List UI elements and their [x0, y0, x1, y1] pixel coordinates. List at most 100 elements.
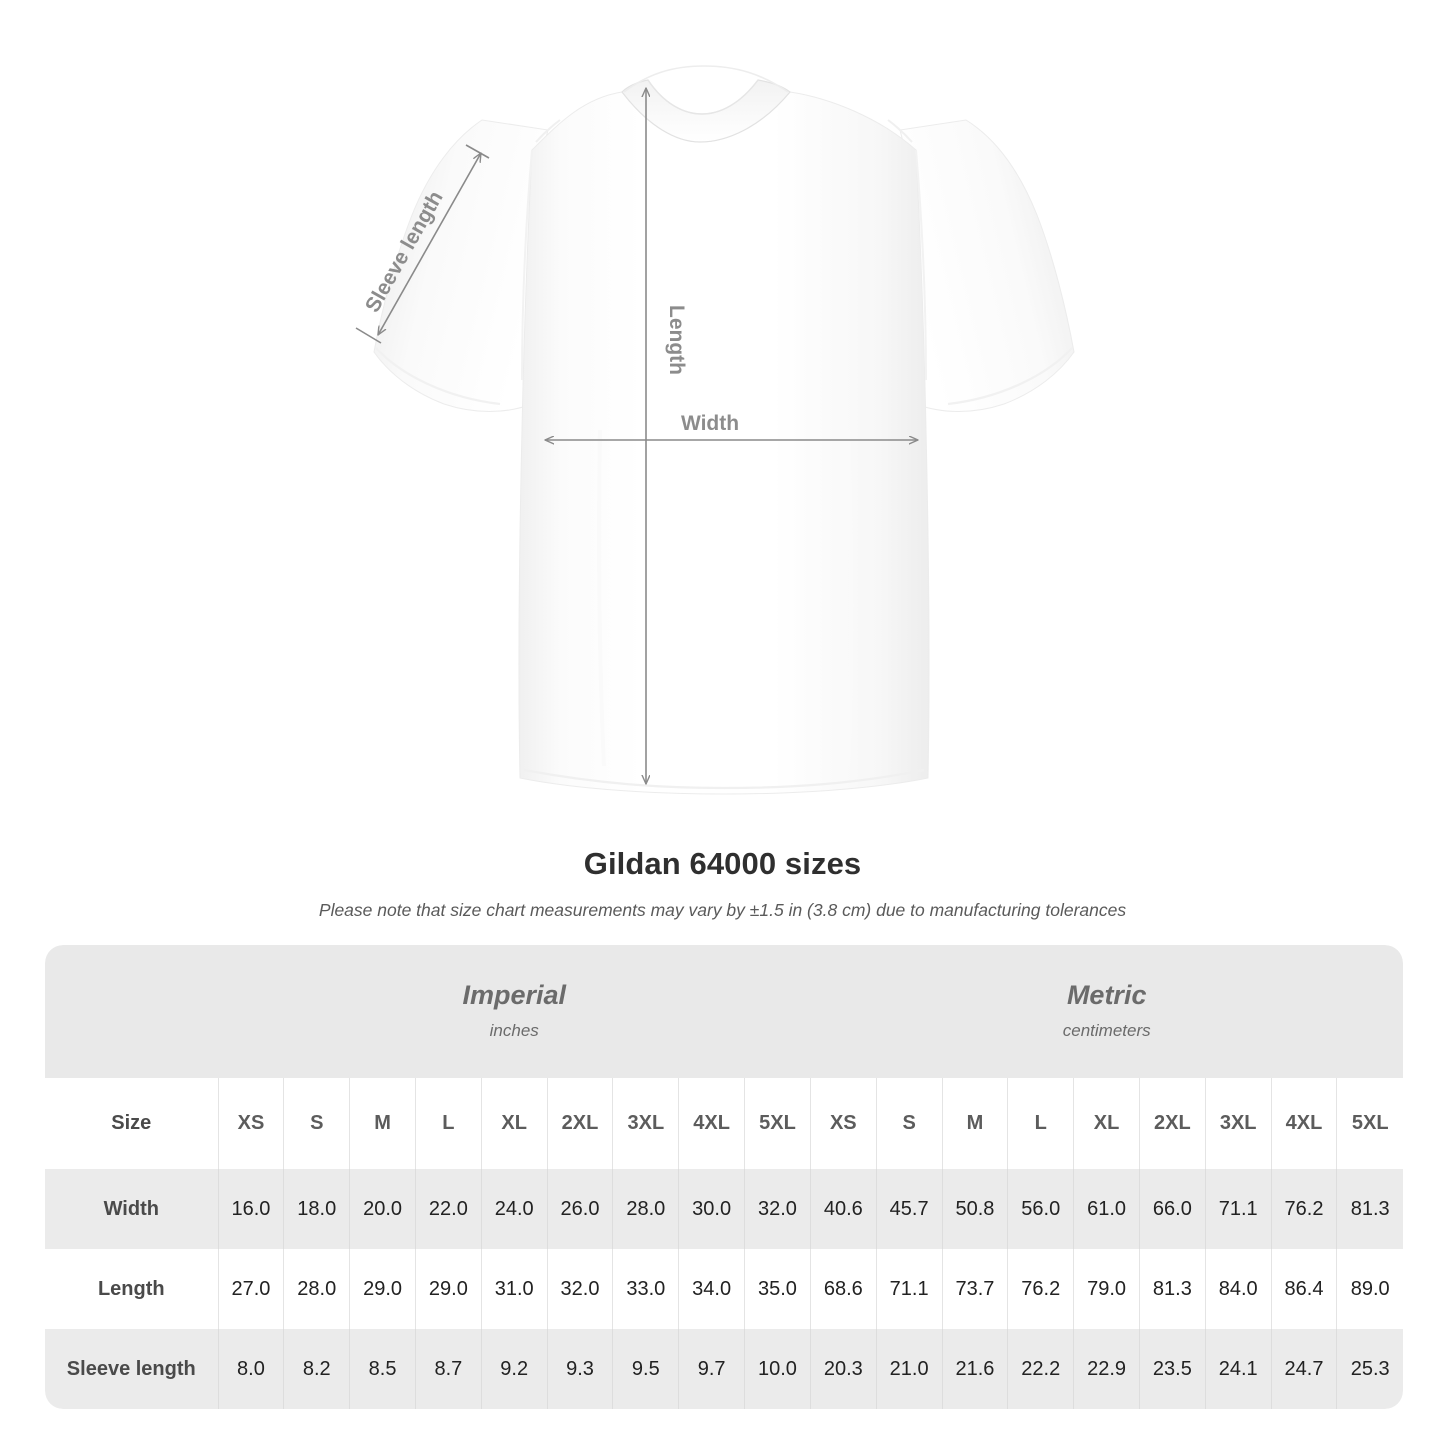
table-cell: 61.0: [1073, 1169, 1140, 1249]
table-cell: 34.0: [678, 1249, 745, 1329]
table-cell: 81.3: [1138, 1249, 1206, 1329]
unit-group-imperial-name: Imperial: [462, 979, 566, 1010]
hem-line: [523, 768, 925, 790]
table-cell: 28.0: [283, 1249, 350, 1329]
right-shoulder-seam: [887, 119, 913, 143]
table-cell: 9.3: [546, 1329, 613, 1409]
table-cell: 81.3: [1336, 1169, 1403, 1249]
table-cell: 9.7: [678, 1329, 745, 1409]
table-cell: 20.3: [809, 1329, 877, 1409]
table-cell: 79.0: [1073, 1249, 1140, 1329]
table-cell: 73.7: [941, 1249, 1008, 1329]
length-label: Length: [665, 305, 688, 375]
right-sleeve-hem: [947, 347, 1073, 406]
size-header-cell: 4XL: [1270, 1078, 1337, 1169]
unit-banner-row: Imperial inches Metric centimeters: [45, 945, 1403, 1078]
table-cell: 25.3: [1336, 1329, 1403, 1409]
table-cell: 35.0: [744, 1249, 811, 1329]
size-header-cell: XS: [217, 1078, 284, 1169]
size-header-cell: S: [283, 1078, 350, 1169]
size-header-cell: 3XL: [1204, 1078, 1272, 1169]
fold-hint-2: [846, 429, 853, 767]
unit-group-imperial-sub: inches: [489, 1020, 539, 1040]
row-label: Sleeve length: [45, 1329, 219, 1409]
size-chart-table: Imperial inches Metric centimeters Size …: [45, 945, 1403, 1409]
table-cell: 24.7: [1270, 1329, 1337, 1409]
table-cell: 56.0: [1007, 1169, 1074, 1249]
table-cell: 26.0: [546, 1169, 613, 1249]
size-header-cell: M: [349, 1078, 416, 1169]
table-cell: 21.0: [875, 1329, 943, 1409]
table-cell: 18.0: [283, 1169, 350, 1249]
size-header-cell: M: [941, 1078, 1008, 1169]
tshirt-diagram: Length Width Sleeve length: [355, 65, 1075, 795]
size-header-cell: 5XL: [1336, 1078, 1403, 1169]
size-header-cell: 2XL: [546, 1078, 613, 1169]
unit-group-metric: Metric centimeters: [810, 945, 1403, 1078]
collar-inner-line: [647, 79, 759, 115]
table-row: Length 27.0 28.0 29.0 29.0 31.0 32.0 33.…: [45, 1249, 1403, 1329]
row-label: Width: [45, 1169, 219, 1249]
measurement-tolerance-note: Please note that size chart measurements…: [318, 900, 1127, 920]
table-cell: 29.0: [349, 1249, 416, 1329]
table-cell: 84.0: [1204, 1249, 1272, 1329]
back-collar-top: [623, 65, 789, 93]
table-cell: 86.4: [1270, 1249, 1337, 1329]
table-cell: 33.0: [612, 1249, 679, 1329]
width-label: Width: [681, 412, 739, 435]
table-cell: 8.0: [217, 1329, 284, 1409]
size-chart-table-wrapper: Imperial inches Metric centimeters Size …: [45, 945, 1403, 1409]
unit-group-metric-name: Metric: [1066, 979, 1147, 1010]
table-cell: 23.5: [1138, 1329, 1206, 1409]
fold-hint-1: [597, 429, 606, 767]
table-cell: 22.9: [1073, 1329, 1140, 1409]
table-cell: 9.2: [480, 1329, 548, 1409]
size-header-row: Size XS S M L XL 2XL 3XL 4XL 5XL XS S M …: [45, 1078, 1403, 1169]
chart-header: Gildan 64000 sizes Please note that size…: [0, 845, 1445, 921]
table-cell: 16.0: [217, 1169, 284, 1249]
size-header-cell: L: [1007, 1078, 1074, 1169]
table-cell: 71.1: [875, 1249, 943, 1329]
table-cell: 22.2: [1007, 1329, 1074, 1409]
table-cell: 50.8: [941, 1169, 1008, 1249]
sleeve-arrow: [378, 153, 481, 335]
table-cell: 8.5: [349, 1329, 416, 1409]
size-header-label: Size: [45, 1078, 219, 1169]
table-cell: 9.5: [612, 1329, 679, 1409]
table-row: Width 16.0 18.0 20.0 22.0 24.0 26.0 28.0…: [45, 1169, 1403, 1249]
table-cell: 76.2: [1270, 1169, 1337, 1249]
table-cell: 24.0: [480, 1169, 548, 1249]
shirt-body: [518, 91, 930, 795]
table-cell: 24.1: [1204, 1329, 1272, 1409]
left-shoulder-seam: [535, 119, 561, 143]
unit-group-metric-sub: centimeters: [1062, 1020, 1151, 1040]
size-header-cell: 2XL: [1138, 1078, 1206, 1169]
table-cell: 20.0: [349, 1169, 416, 1249]
table-cell: 66.0: [1138, 1169, 1206, 1249]
table-cell: 30.0: [678, 1169, 745, 1249]
left-armhole-seam: [521, 149, 533, 381]
unit-group-imperial: Imperial inches: [218, 945, 811, 1078]
table-cell: 27.0: [217, 1249, 284, 1329]
table-cell: 22.0: [414, 1169, 482, 1249]
table-cell: 28.0: [612, 1169, 679, 1249]
size-header-cell: 3XL: [612, 1078, 679, 1169]
table-cell: 40.6: [809, 1169, 877, 1249]
unit-banner-spacer: [45, 945, 219, 1078]
table-cell: 10.0: [744, 1329, 811, 1409]
table-cell: 29.0: [414, 1249, 482, 1329]
sleeve-tick-top: [465, 144, 490, 159]
table-cell: 45.7: [875, 1169, 943, 1249]
table-cell: 31.0: [480, 1249, 548, 1329]
table-cell: 32.0: [546, 1249, 613, 1329]
table-cell: 32.0: [744, 1169, 811, 1249]
table-cell: 21.6: [941, 1329, 1008, 1409]
size-header-cell: S: [875, 1078, 943, 1169]
sleeve-tick-bottom: [355, 327, 382, 344]
size-header-cell: 4XL: [678, 1078, 745, 1169]
row-label: Length: [45, 1249, 219, 1329]
table-cell: 8.7: [414, 1329, 482, 1409]
table-cell: 76.2: [1007, 1249, 1074, 1329]
table-cell: 89.0: [1336, 1249, 1403, 1329]
size-header-cell: L: [414, 1078, 482, 1169]
